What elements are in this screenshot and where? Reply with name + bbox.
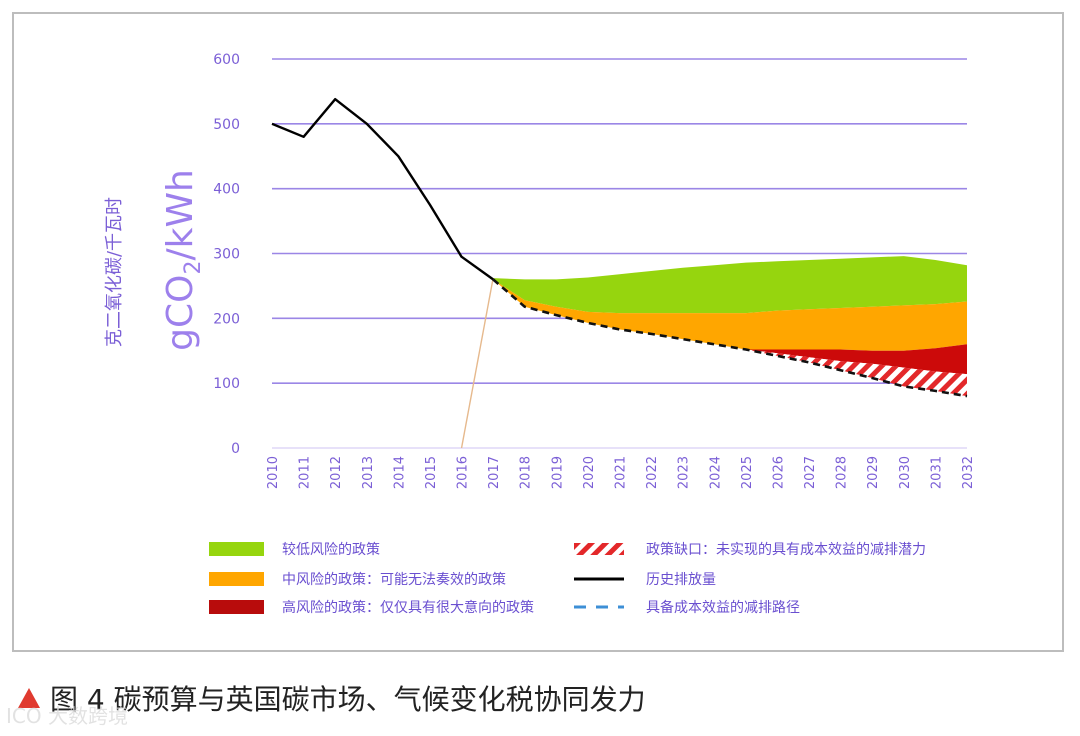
x-tick-label-2022: 2022	[645, 456, 660, 489]
y-tick-label-500: 500	[213, 117, 240, 133]
x-tick-label-2030: 2030	[898, 456, 913, 489]
x-tick-label-2026: 2026	[771, 456, 786, 489]
legend-label-4: 历史排放量	[646, 572, 716, 588]
x-tick-label-2016: 2016	[456, 456, 471, 489]
x-tick-label-2018: 2018	[519, 456, 534, 489]
x-tick-label-2025: 2025	[740, 456, 755, 489]
y-tick-label-400: 400	[213, 182, 240, 198]
legend-label-5: 具备成本效益的减排路径	[646, 599, 800, 616]
watermark: ICO 大数跨境	[6, 704, 128, 728]
x-tick-label-2015: 2015	[424, 456, 439, 489]
historical-emissions-line	[271, 97, 494, 281]
policy-gap-hatch-area	[745, 349, 967, 397]
x-tick-label-2032: 2032	[961, 456, 976, 489]
x-tick-label-2020: 2020	[582, 456, 597, 489]
x-tick-label-2010: 2010	[266, 456, 281, 489]
x-tick-label-2029: 2029	[866, 456, 881, 489]
x-tick-label-2014: 2014	[392, 456, 407, 489]
x-tick-label-2028: 2028	[835, 456, 850, 489]
x-tick-label-2021: 2021	[614, 456, 629, 489]
caption-text: 图 4 碳预算与英国碳市场、气候变化税协同发力	[50, 683, 646, 716]
y-tick-label-600: 600	[213, 52, 240, 68]
x-tick-label-2013: 2013	[361, 456, 376, 489]
cost-effective-path-line	[492, 278, 968, 398]
legend-label-2: 高风险的政策：仅仅具有很大意向的政策	[282, 599, 534, 616]
x-tick-label-2024: 2024	[708, 456, 723, 489]
y-tick-label-200: 200	[213, 311, 240, 327]
band-area-3	[493, 279, 967, 351]
x-tick-label-2027: 2027	[803, 456, 818, 489]
legend-swatch-2	[209, 600, 264, 614]
y-axis-sublabel: 克二氧化碳/千瓦时	[104, 197, 125, 347]
band-area-4	[745, 344, 967, 375]
area-layer	[493, 256, 967, 397]
chart-svg: 0 100 200 300 400 500 600 2010 2011 2012 2013 2014 2…	[104, 52, 976, 616]
triangle-icon	[18, 688, 40, 708]
y-tick-label-100: 100	[213, 376, 240, 392]
y-tick-label-300: 300	[213, 247, 240, 263]
chart-frame: 0 100 200 300 400 500 600 2010 2011 2012 2013 2014 2…	[12, 12, 1064, 652]
legend-layer: 较低风险的政策中风险的政策：可能无法奏效的政策高风险的政策：仅仅具有很大意向的政…	[209, 541, 926, 616]
x-tick-label-2011: 2011	[298, 456, 313, 489]
legend-label-3: 政策缺口：未实现的具有成本效益的减排潜力	[646, 541, 926, 558]
band-area-2	[493, 256, 967, 314]
y-axis-label: gCO2/kWh	[160, 169, 206, 351]
figure-caption: 图 4 碳预算与英国碳市场、气候变化税协同发力	[18, 678, 646, 718]
x-tick-label-2012: 2012	[329, 456, 344, 489]
legend-label-1: 中风险的政策：可能无法奏效的政策	[282, 571, 506, 588]
legend-swatch-1	[209, 572, 264, 586]
x-tick-label-2023: 2023	[677, 456, 692, 489]
x-tick-label-2031: 2031	[929, 456, 944, 489]
legend-label-0: 较低风险的政策	[282, 541, 380, 558]
line-layer	[271, 97, 968, 449]
axis-layer: 0 100 200 300 400 500 600 2010 2011 2012 2013 2014 2…	[213, 52, 976, 489]
y-tick-label-0: 0	[231, 441, 240, 457]
x-tick-label-2017: 2017	[487, 456, 502, 489]
legend-swatch-hatch	[574, 543, 624, 555]
x-tick-label-2019: 2019	[550, 456, 565, 489]
grid-layer	[272, 58, 967, 449]
legend-swatch-0	[209, 542, 264, 556]
connector-line	[460, 278, 494, 449]
